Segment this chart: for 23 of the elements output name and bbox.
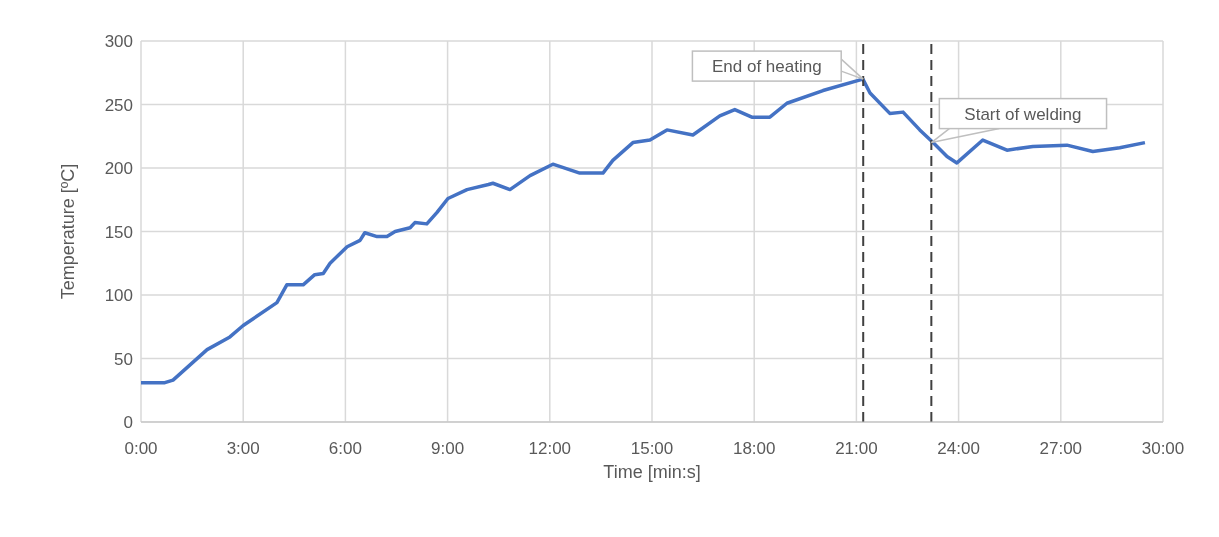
x-tick-label: 15:00: [630, 439, 674, 459]
y-tick-label: 250: [104, 95, 133, 115]
x-tick-label: 3:00: [226, 439, 260, 459]
y-tick-label: 50: [114, 349, 133, 369]
x-tick-label: 18:00: [732, 439, 776, 459]
x-tick-label: 9:00: [431, 439, 465, 459]
x-tick-label: 0:00: [124, 439, 158, 459]
annotation: End of heating: [711, 57, 822, 77]
y-tick-label: 0: [123, 413, 133, 433]
y-tick-label: 300: [104, 32, 133, 52]
y-axis-title: Temperature [ºC]: [58, 163, 79, 300]
x-tick-label: 24:00: [937, 439, 980, 459]
x-tick-label: 6:00: [328, 439, 362, 459]
annotation: Start of welding: [964, 104, 1082, 124]
x-tick-label: 30:00: [1141, 439, 1185, 459]
y-tick-label: 100: [104, 286, 133, 306]
x-tick-label: 21:00: [835, 439, 878, 459]
x-tick-label: 27:00: [1039, 439, 1083, 459]
x-axis-title: Time [min:s]: [603, 462, 701, 482]
y-tick-label: 200: [104, 159, 133, 179]
x-tick-label: 12:00: [528, 439, 572, 459]
line-series: [141, 77, 1147, 385]
y-tick-label: 150: [104, 222, 133, 242]
